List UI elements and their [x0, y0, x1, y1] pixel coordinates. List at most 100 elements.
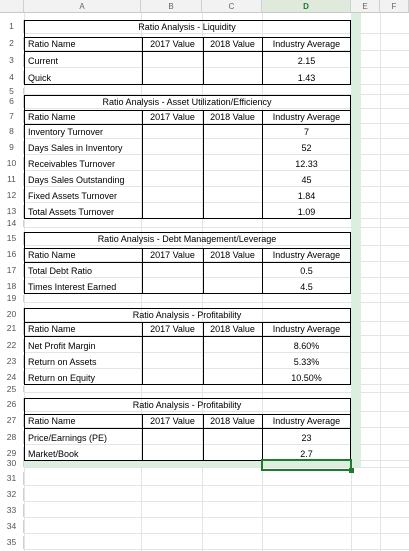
ratio-name[interactable]: Total Assets Turnover [28, 207, 115, 217]
row-header[interactable]: 15 [0, 232, 24, 245]
industry-average-value[interactable]: 23 [301, 433, 312, 443]
selected-cell-d30[interactable] [261, 459, 352, 471]
industry-average-value[interactable]: 5.33% [293, 357, 320, 367]
row-header[interactable]: 26 [0, 398, 24, 411]
row-header[interactable]: 10 [0, 157, 24, 170]
industry-average-value[interactable]: 0.5 [300, 266, 313, 276]
header-2018-value: 2018 Value [210, 250, 255, 260]
industry-average-value[interactable]: 52 [301, 143, 312, 153]
grid-hline [24, 67, 409, 68]
grid-hline [24, 186, 409, 187]
grid-hline [24, 411, 409, 412]
row-header[interactable]: 30 [0, 460, 24, 467]
row-header[interactable]: 28 [0, 431, 24, 444]
row-header[interactable]: 19 [0, 295, 24, 302]
row-header[interactable]: 20 [0, 308, 24, 321]
row-header[interactable]: 22 [0, 339, 24, 352]
row-header[interactable]: 35 [0, 536, 24, 549]
ratio-name[interactable]: Net Profit Margin [28, 341, 96, 351]
column-header-c[interactable]: C [202, 0, 262, 13]
industry-average-value[interactable]: 1.09 [297, 207, 316, 217]
row-header[interactable]: 29 [0, 447, 24, 460]
table-column-rule [142, 37, 143, 84]
row-header[interactable]: 25 [0, 386, 24, 392]
ratio-table: Ratio Analysis - Asset Utilization/Effic… [24, 95, 351, 219]
fill-handle[interactable] [349, 468, 354, 473]
table-column-rule [262, 37, 263, 84]
grid-hline [24, 352, 409, 353]
grid-hline [24, 501, 409, 502]
row-header[interactable]: 24 [0, 371, 24, 384]
ratio-name[interactable]: Days Sales Outstanding [28, 175, 125, 185]
table-column-rule [262, 248, 263, 293]
ratio-name[interactable]: Market/Book [28, 449, 79, 459]
row-header[interactable]: 2 [0, 37, 24, 50]
row-header[interactable]: 21 [0, 322, 24, 335]
row-header[interactable]: 16 [0, 248, 24, 261]
industry-average-value[interactable]: 8.60% [293, 341, 320, 351]
industry-average-value[interactable]: 12.33 [295, 159, 318, 169]
row-header[interactable]: 6 [0, 95, 24, 108]
ratio-name[interactable]: Quick [28, 73, 52, 83]
row-header[interactable]: 8 [0, 125, 24, 138]
industry-average-value[interactable]: 2.7 [300, 449, 313, 459]
column-header-a[interactable]: A [24, 0, 141, 13]
row-header[interactable]: 5 [0, 88, 24, 94]
header-2018-value: 2018 Value [210, 39, 255, 49]
industry-average-value[interactable]: 2.15 [297, 56, 316, 66]
row-header[interactable]: 3 [0, 54, 24, 67]
grid-hline [24, 485, 409, 486]
row-header[interactable]: 23 [0, 355, 24, 368]
header-ratio-name: Ratio Name [28, 39, 76, 49]
ratio-name[interactable]: Fixed Assets Turnover [28, 191, 118, 201]
row-header[interactable]: 27 [0, 414, 24, 427]
table-column-rule [262, 322, 263, 384]
grid-hline [24, 392, 409, 393]
ratio-name[interactable]: Current [28, 56, 59, 66]
column-header-b[interactable]: B [141, 0, 202, 13]
ratio-name[interactable]: Return on Assets [28, 357, 97, 367]
ratio-name[interactable]: Days Sales in Inventory [28, 143, 123, 153]
column-header-f[interactable]: F [380, 0, 409, 13]
row-header[interactable]: 32 [0, 488, 24, 501]
column-header-d[interactable]: D [262, 0, 351, 13]
header-2017-value: 2017 Value [150, 324, 195, 334]
ratio-name[interactable]: Price/Earnings (PE) [28, 433, 108, 443]
table-rule [25, 37, 350, 38]
ratio-name[interactable]: Total Debt Ratio [28, 266, 93, 276]
row-header[interactable]: 11 [0, 173, 24, 186]
row-header[interactable]: 14 [0, 220, 24, 227]
ratio-name[interactable]: Times Interest Earned [28, 282, 117, 292]
grid-hline [24, 154, 409, 155]
row-header[interactable]: 13 [0, 205, 24, 218]
row-header[interactable]: 18 [0, 280, 24, 293]
grid-hline [24, 50, 409, 51]
row-header[interactable]: 34 [0, 520, 24, 533]
row-header[interactable]: 4 [0, 71, 24, 84]
row-header[interactable]: 7 [0, 110, 24, 123]
row-header[interactable]: 17 [0, 264, 24, 277]
industry-average-value[interactable]: 4.5 [300, 282, 313, 292]
row-header[interactable]: 9 [0, 141, 24, 154]
ratio-name[interactable]: Receivables Turnover [28, 159, 116, 169]
grid-hline [24, 467, 409, 468]
grid-hline [24, 335, 409, 336]
ratio-name[interactable]: Inventory Turnover [28, 127, 104, 137]
industry-average-value[interactable]: 7 [303, 127, 309, 137]
industry-average-value[interactable]: 45 [301, 175, 312, 185]
section-title: Ratio Analysis - Profitability [132, 400, 242, 410]
row-header[interactable]: 33 [0, 504, 24, 517]
ratio-name[interactable]: Return on Equity [28, 373, 96, 383]
select-all-corner[interactable] [0, 0, 24, 13]
row-header[interactable]: 1 [0, 20, 24, 33]
industry-average-value[interactable]: 1.84 [297, 191, 316, 201]
table-column-rule [203, 248, 204, 293]
table-rule [25, 336, 350, 337]
row-header[interactable]: 31 [0, 472, 24, 485]
column-header-e[interactable]: E [351, 0, 380, 13]
grid-vline [380, 13, 381, 551]
row-header[interactable]: 12 [0, 189, 24, 202]
industry-average-value[interactable]: 10.50% [291, 373, 322, 383]
industry-average-value[interactable]: 1.43 [297, 73, 316, 83]
